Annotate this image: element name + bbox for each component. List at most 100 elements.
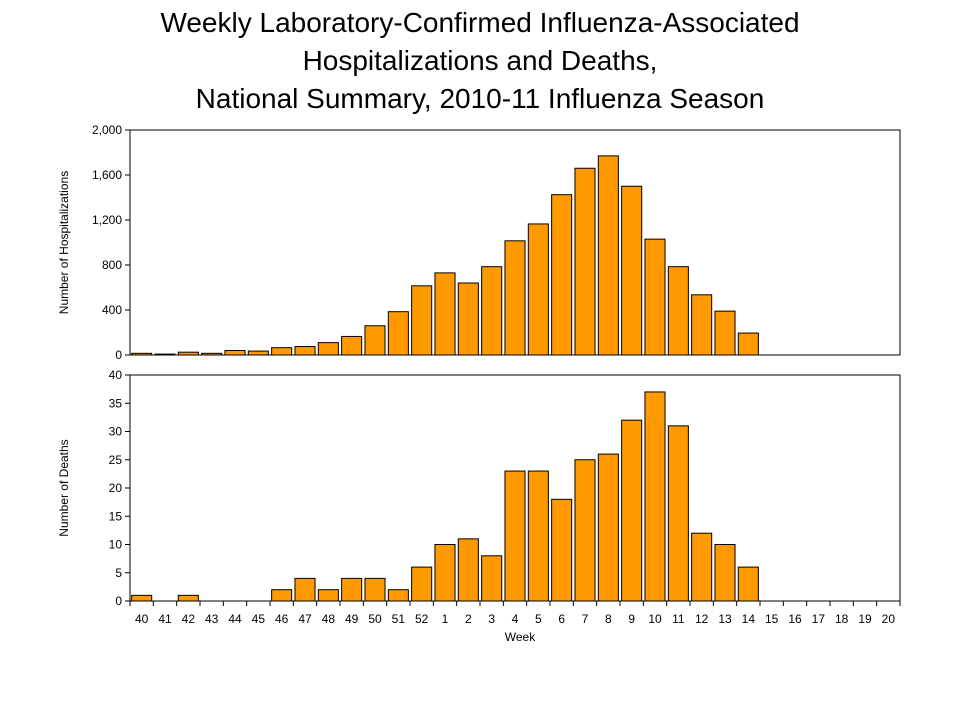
y-axis-label: Number of Deaths [57,439,71,536]
bar [457,538,479,602]
y-tick-label: 35 [109,396,123,410]
y-tick-label: 400 [102,303,122,317]
bar [597,155,619,356]
bar [691,294,713,356]
bar [317,342,339,356]
bar [551,498,573,602]
bar [411,566,433,602]
x-tick-label: 3 [488,612,495,626]
bar [247,350,269,356]
y-tick-label: 10 [109,538,123,552]
x-tick-label: 8 [605,612,612,626]
y-tick-label: 800 [102,258,122,272]
x-tick-label: 48 [322,612,336,626]
x-tick-label: 5 [535,612,542,626]
x-tick-label: 45 [252,612,266,626]
bar [387,589,409,602]
y-axis-label: Number of Hospitalizations [57,171,71,314]
bar [644,238,666,356]
y-tick-label: 20 [109,481,123,495]
x-tick-label: 12 [695,612,709,626]
y-tick-label: 25 [109,453,123,467]
x-tick-label: 17 [812,612,826,626]
bar [551,194,573,356]
bar [714,310,736,356]
bar [621,185,643,356]
bar [177,351,199,356]
x-tick-label: 10 [648,612,662,626]
x-tick-label: 9 [628,612,635,626]
x-tick-label: 40 [135,612,149,626]
bar [667,266,689,356]
bar [294,346,316,356]
bar [341,577,363,602]
chart-title: Hospitalizations and Deaths, [303,45,658,76]
bar [621,419,643,602]
x-tick-label: 43 [205,612,219,626]
chart-title: National Summary, 2010-11 Influenza Seas… [196,83,765,114]
x-tick-label: 14 [742,612,756,626]
x-tick-label: 50 [368,612,382,626]
bar [527,223,549,356]
bar [644,391,666,602]
bar [574,167,596,356]
x-tick-label: 20 [882,612,896,626]
x-tick-label: 15 [765,612,779,626]
bar [667,425,689,602]
bar [387,311,409,356]
x-axis-label: Week [505,630,536,644]
x-tick-label: 6 [558,612,565,626]
x-tick-label: 4 [512,612,519,626]
y-tick-label: 15 [109,509,123,523]
bar [457,282,479,356]
bar [597,453,619,602]
bar [364,325,386,356]
y-tick-label: 0 [115,348,122,362]
x-tick-label: 52 [415,612,429,626]
x-tick-label: 44 [228,612,242,626]
x-tick-label: 47 [298,612,312,626]
bar [434,272,456,356]
x-tick-label: 11 [672,612,685,626]
x-tick-label: 46 [275,612,289,626]
bar [201,352,223,356]
bar [224,350,246,356]
x-tick-label: 51 [392,612,406,626]
chart-title: Weekly Laboratory-Confirmed Influenza-As… [160,7,799,38]
bar [714,544,736,602]
y-tick-label: 0 [115,594,122,608]
bar [154,353,176,356]
y-tick-label: 30 [109,425,123,439]
x-tick-label: 2 [465,612,472,626]
y-tick-label: 1,200 [92,213,122,227]
bar [364,577,386,602]
x-tick-label: 13 [718,612,732,626]
bar [504,470,526,602]
y-tick-label: 1,600 [92,168,122,182]
bar [131,594,153,602]
x-tick-label: 7 [582,612,589,626]
bar [737,332,759,356]
bar [574,459,596,602]
bar [177,594,199,602]
y-tick-label: 5 [115,566,122,580]
bar [481,266,503,356]
bar [527,470,549,602]
bar [434,544,456,602]
bar [131,352,153,356]
x-tick-label: 18 [835,612,849,626]
bar [411,285,433,356]
bar [317,589,339,602]
x-tick-label: 1 [442,612,449,626]
x-tick-label: 42 [182,612,196,626]
x-tick-label: 41 [158,612,172,626]
bar [737,566,759,602]
bar [271,347,293,356]
bar [271,589,293,602]
x-tick-label: 19 [858,612,872,626]
bar [294,577,316,602]
y-tick-label: 40 [109,368,123,382]
bar [341,335,363,356]
bar [504,240,526,356]
